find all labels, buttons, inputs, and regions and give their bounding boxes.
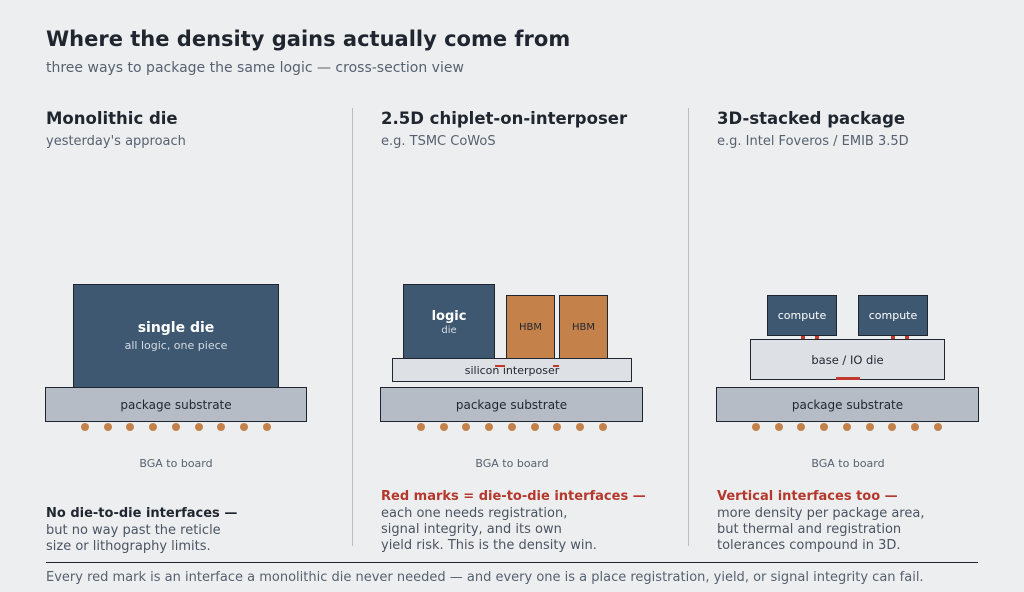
package-substrate-stacked: package substrate bbox=[716, 387, 979, 422]
chiplet-subheading: e.g. TSMC CoWoS bbox=[381, 134, 496, 149]
chiplet-note-line: yield risk. This is the density win. bbox=[381, 538, 597, 553]
base-io-die: base / IO die bbox=[750, 339, 945, 380]
package-substrate-chiplet: package substrate bbox=[380, 387, 643, 422]
single-die-sublabel: all logic, one piece bbox=[124, 339, 228, 352]
chiplet-note-line: each one needs registration, bbox=[381, 506, 568, 521]
bga-label-chiplet: BGA to board bbox=[475, 457, 549, 470]
hbm-label: HBM bbox=[518, 322, 542, 333]
logic-die-sublabel: die bbox=[441, 324, 457, 336]
interface-mark bbox=[905, 336, 909, 339]
stacked-note-line: tolerances compound in 3D. bbox=[717, 538, 901, 553]
substrate-label: package substrate bbox=[791, 397, 904, 412]
stacked-note-line: but thermal and registration bbox=[717, 522, 902, 537]
stacked-heading: 3D-stacked package bbox=[717, 109, 906, 128]
interface-mark bbox=[891, 336, 895, 339]
hbm-stack: HBM bbox=[506, 295, 555, 360]
solder-ball bbox=[553, 423, 562, 431]
chiplet-note-heading: Red marks = die-to-die interfaces — bbox=[381, 489, 646, 504]
solder-ball bbox=[171, 423, 180, 431]
solder-ball bbox=[126, 423, 135, 431]
page-title: Where the density gains actually come fr… bbox=[46, 27, 571, 51]
chiplet-note-line: signal integrity, and its own bbox=[381, 522, 562, 537]
solder-ball bbox=[888, 423, 897, 431]
stacked-note-heading: Vertical interfaces too — bbox=[717, 489, 898, 504]
chiplet-heading: 2.5D chiplet-on-interposer bbox=[381, 109, 628, 128]
substrate-label: package substrate bbox=[120, 397, 232, 412]
solder-ball bbox=[194, 423, 203, 431]
hbm-label: HBM bbox=[571, 322, 595, 333]
package-substrate-monolithic: package substrate bbox=[45, 387, 307, 422]
solder-ball bbox=[910, 423, 919, 431]
column-divider bbox=[352, 108, 353, 546]
column-divider bbox=[688, 108, 689, 546]
solder-ball bbox=[462, 423, 471, 431]
interface-mark bbox=[801, 336, 805, 339]
logic-die-label: logic bbox=[431, 308, 467, 324]
compute-label: compute bbox=[868, 309, 918, 322]
interposer-label: silicon interposer bbox=[464, 363, 560, 377]
footer-caption: Every red mark is an interface a monolit… bbox=[46, 570, 924, 585]
solder-ball bbox=[530, 423, 539, 431]
hbm-stack: HBM bbox=[559, 295, 608, 360]
monolithic-note-line: but no way past the reticle bbox=[46, 523, 221, 538]
solder-ball bbox=[417, 423, 425, 431]
monolithic-note-heading: No die-to-die interfaces — bbox=[46, 506, 238, 521]
stacked-note-line: more density per package area, bbox=[717, 506, 925, 521]
solder-ball bbox=[598, 423, 607, 431]
solder-ball bbox=[820, 423, 829, 431]
stacked-subheading: e.g. Intel Foveros / EMIB 3.5D bbox=[717, 134, 909, 149]
solder-ball bbox=[103, 423, 112, 431]
interface-mark bbox=[836, 377, 860, 380]
substrate-label: package substrate bbox=[455, 397, 568, 412]
footer-rule bbox=[46, 562, 978, 563]
solder-ball bbox=[865, 423, 874, 431]
monolithic-subheading: yesterday's approach bbox=[46, 134, 186, 149]
solder-ball bbox=[752, 423, 760, 431]
solder-ball bbox=[239, 423, 248, 431]
bga-label-stacked: BGA to board bbox=[811, 457, 885, 470]
bga-label-monolithic: BGA to board bbox=[139, 457, 213, 470]
solder-ball bbox=[149, 423, 158, 431]
silicon-interposer: silicon interposer bbox=[392, 358, 632, 382]
logic-die: logic die bbox=[403, 284, 495, 360]
solder-ball bbox=[217, 423, 226, 431]
solder-ball bbox=[262, 423, 271, 431]
solder-ball bbox=[507, 423, 516, 431]
monolithic-heading: Monolithic die bbox=[46, 109, 178, 128]
page-subtitle: three ways to package the same logic — c… bbox=[46, 60, 464, 76]
solder-ball bbox=[81, 423, 89, 431]
solder-ball bbox=[774, 423, 783, 431]
compute-label: compute bbox=[777, 309, 827, 322]
solder-ball bbox=[575, 423, 584, 431]
single-die-label: single die bbox=[137, 320, 215, 336]
compute-die: compute bbox=[767, 295, 837, 336]
base-label: base / IO die bbox=[811, 352, 884, 367]
solder-ball bbox=[485, 423, 494, 431]
solder-ball bbox=[842, 423, 851, 431]
solder-ball bbox=[933, 423, 942, 431]
interface-mark bbox=[553, 365, 559, 367]
interface-mark bbox=[495, 365, 505, 367]
single-die: single die all logic, one piece bbox=[73, 284, 279, 388]
solder-ball bbox=[797, 423, 806, 431]
solder-ball bbox=[439, 423, 448, 431]
interface-mark bbox=[815, 336, 819, 339]
compute-die: compute bbox=[858, 295, 928, 336]
monolithic-note-line: size or lithography limits. bbox=[46, 539, 211, 554]
